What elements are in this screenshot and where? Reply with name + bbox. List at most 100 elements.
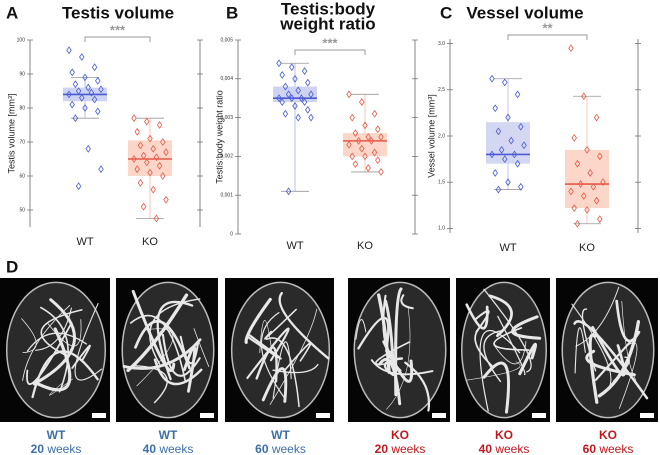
y-tick-label: 0,005	[220, 37, 233, 43]
data-point	[160, 172, 166, 180]
y-tick-label: 50	[19, 207, 25, 213]
vessel	[74, 303, 103, 381]
data-point	[593, 196, 600, 205]
data-point	[134, 165, 140, 174]
y-axis-label: Vessel volume [mm³]	[426, 94, 436, 178]
data-point	[514, 159, 521, 168]
vessel	[40, 306, 69, 393]
data-point	[489, 74, 495, 83]
panel-letter: A	[6, 3, 18, 22]
significance-bracket	[84, 36, 151, 42]
vessel	[386, 306, 411, 410]
caption-group: WT	[47, 428, 66, 442]
data-point	[298, 94, 305, 103]
data-point	[69, 68, 75, 77]
chart-title: weight ratio	[279, 14, 375, 33]
data-point	[492, 104, 498, 113]
data-point	[82, 104, 88, 112]
data-point	[134, 127, 140, 136]
box	[128, 140, 172, 176]
data-point	[365, 133, 371, 141]
y-tick-label: 1,5	[438, 180, 445, 186]
data-point	[359, 144, 365, 153]
data-point	[75, 182, 82, 191]
data-point	[301, 67, 308, 75]
box	[486, 122, 530, 164]
data-point	[352, 129, 359, 138]
caption-group: WT	[159, 428, 178, 442]
data-point	[571, 133, 577, 142]
vessel	[259, 319, 273, 354]
data-point	[359, 98, 365, 106]
data-point	[352, 160, 359, 169]
data-point	[85, 83, 91, 92]
data-point	[276, 94, 282, 103]
vessel	[497, 315, 526, 376]
data-point	[587, 169, 593, 177]
vessel	[264, 308, 297, 340]
data-point	[85, 144, 91, 153]
vessel	[21, 318, 37, 354]
vessel	[465, 303, 489, 330]
data-point	[163, 148, 169, 157]
y-axis-label: Testis volume [mm³]	[6, 93, 16, 173]
significance-bracket	[507, 34, 588, 40]
data-point	[153, 153, 160, 162]
data-point	[72, 114, 79, 123]
data-point	[371, 109, 378, 118]
caption-age-number: 20	[375, 442, 389, 455]
x-tick-label: WT	[76, 236, 93, 248]
data-point	[492, 169, 498, 177]
vessel	[131, 289, 176, 372]
testis-outline	[230, 281, 331, 419]
data-point	[289, 94, 295, 103]
data-point	[69, 100, 75, 109]
caption-age: 20 weeks	[375, 442, 426, 455]
data-point	[95, 76, 101, 85]
caption-age-unit: weeks	[598, 442, 633, 455]
scale-bar	[640, 413, 654, 418]
data-point	[144, 158, 150, 167]
data-point	[362, 121, 368, 130]
data-point	[590, 182, 597, 191]
caption-age-unit: weeks	[494, 442, 529, 455]
data-point	[489, 150, 495, 159]
data-point	[355, 136, 362, 145]
vessel	[575, 286, 620, 347]
caption-group: KO	[599, 428, 617, 442]
data-point	[91, 63, 98, 72]
vessel	[479, 330, 521, 412]
y-tick-label: 100	[17, 37, 26, 43]
caption-age-number: 40	[479, 442, 493, 455]
y-axis-label: Testis:body weight ratio	[214, 90, 224, 184]
data-point	[518, 122, 524, 131]
data-point	[597, 152, 603, 161]
vessel	[581, 308, 597, 372]
y-tick-label: 80	[19, 105, 25, 111]
caption-age: 40 weeks	[479, 442, 530, 455]
data-point	[371, 148, 378, 157]
data-point	[150, 185, 156, 194]
data-point	[95, 107, 101, 116]
y-tick-label: 60	[19, 173, 25, 179]
significance-label: ***	[322, 35, 338, 50]
x-tick-label: WT	[286, 240, 303, 252]
y-tick-label: 2,0	[438, 133, 445, 139]
data-point	[276, 59, 282, 68]
vessel	[384, 299, 395, 370]
data-point	[505, 178, 511, 187]
scale-bar	[532, 413, 546, 418]
data-point	[514, 90, 521, 99]
box	[343, 133, 387, 157]
vessel	[355, 319, 367, 340]
panel-letter: C	[440, 3, 452, 22]
vessel	[511, 315, 542, 340]
vessel	[594, 338, 634, 381]
data-point	[502, 78, 508, 87]
data-point	[140, 202, 147, 211]
data-point	[584, 145, 590, 154]
data-point	[577, 180, 584, 188]
vessel	[283, 342, 312, 372]
data-point	[131, 114, 137, 123]
